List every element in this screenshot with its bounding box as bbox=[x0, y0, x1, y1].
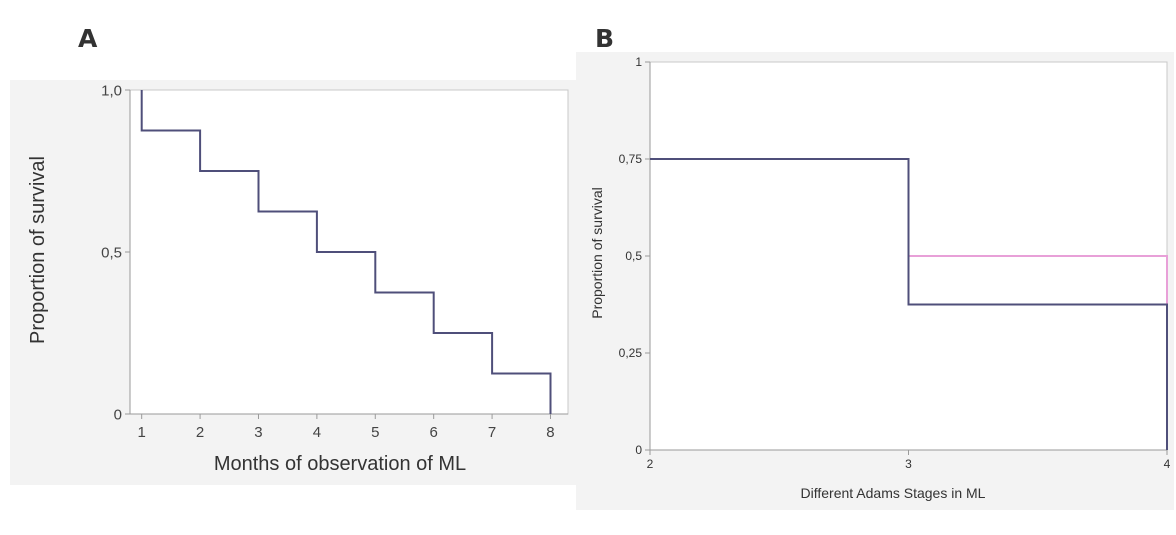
panel-b-label: B bbox=[595, 24, 615, 53]
chart-a-y-tick-label: 0,5 bbox=[101, 244, 122, 261]
chart-b-y-tick-label: 1 bbox=[635, 55, 642, 69]
chart-a-x-tick-label: 8 bbox=[546, 424, 554, 441]
chart-a-x-tick-label: 4 bbox=[313, 424, 321, 441]
chart-a-survival-curve-1 bbox=[140, 90, 552, 414]
chart-b-y-tick-label: 0,25 bbox=[619, 346, 643, 360]
chart-a-y-tick-label: 0 bbox=[114, 406, 122, 423]
chart-a-x-axis-label: Months of observation of ML bbox=[214, 453, 466, 475]
chart-a-x-tick-label: 2 bbox=[196, 424, 204, 441]
chart-b-x-tick-label: 4 bbox=[1164, 457, 1171, 471]
chart-b-y-tick-label: 0,75 bbox=[619, 152, 643, 166]
chart-b-x-tick-label: 3 bbox=[905, 457, 912, 471]
chart-a-y-tick-label: 1,0 bbox=[101, 82, 122, 99]
chart-a-x-tick-label: 7 bbox=[488, 424, 496, 441]
chart-b-y-axis-label: Proportion of survival bbox=[589, 187, 605, 319]
chart-b-y-tick-label: 0,5 bbox=[625, 249, 642, 263]
chart-a-x-tick-label: 5 bbox=[371, 424, 379, 441]
panel-a-label: A bbox=[78, 24, 98, 53]
chart-a-x-tick-label: 3 bbox=[254, 424, 262, 441]
chart-b-y-tick-label: 0 bbox=[635, 443, 642, 457]
chart-a-y-axis-label: Proportion of survival bbox=[27, 156, 49, 344]
chart-b-x-axis-label: Different Adams Stages in ML bbox=[801, 485, 986, 501]
chart-b-x-tick-label: 2 bbox=[647, 457, 654, 471]
chart-a-x-tick-label: 1 bbox=[138, 424, 146, 441]
chart-b-survival-curve-2 bbox=[650, 158, 1168, 450]
chart-a-x-tick-label: 6 bbox=[430, 424, 438, 441]
